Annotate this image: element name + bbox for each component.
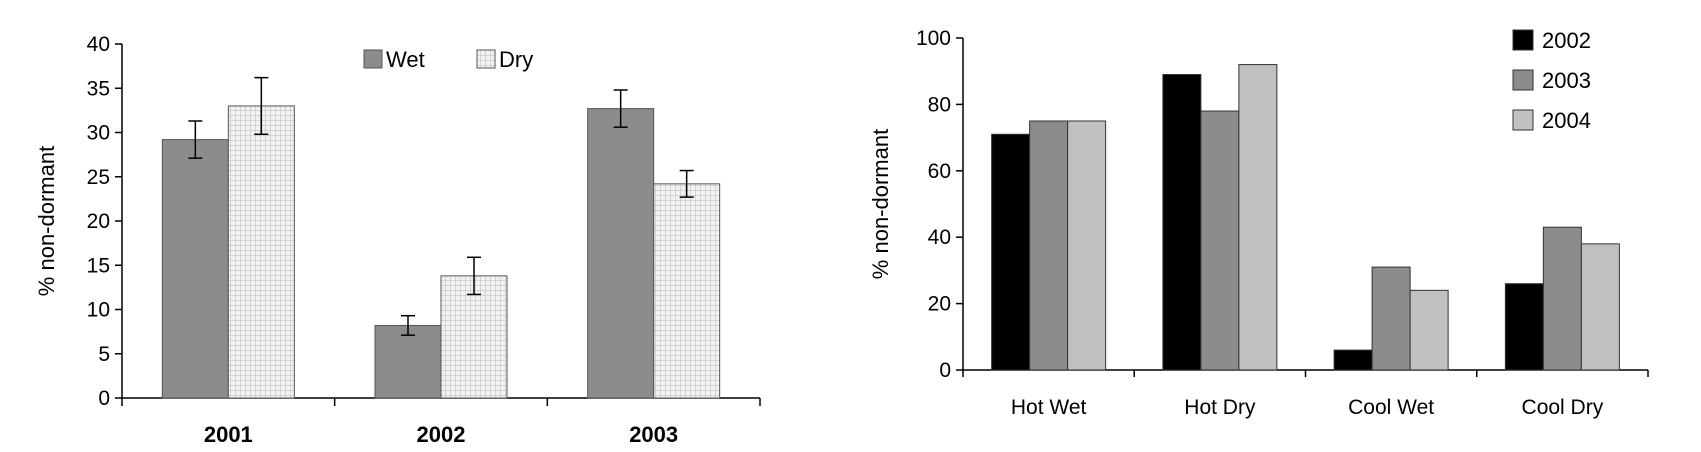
legend-swatch-2004	[1512, 109, 1534, 131]
legend-label: 2002	[1542, 28, 1591, 53]
legend-right: 2002 2003 2004	[1512, 28, 1591, 133]
y-tick-label: 10	[87, 299, 110, 322]
y-tick-label: 35	[87, 77, 110, 100]
bar-2004	[1409, 289, 1449, 371]
bar-wet	[161, 139, 229, 399]
x-category-label: Hot Dry	[1184, 396, 1256, 419]
y-tick-label: 40	[928, 226, 951, 249]
legend-swatch-2002	[1512, 29, 1534, 51]
bar-2004	[1238, 64, 1278, 371]
y-axis-label: % non-dormant	[868, 129, 893, 279]
bar-2004	[1580, 243, 1620, 371]
legend-label: Dry	[499, 47, 533, 72]
y-tick-label: 30	[87, 122, 110, 145]
y-tick-label: 60	[928, 160, 951, 183]
y-tick-label: 15	[87, 254, 110, 277]
legend-left: Wet Dry	[363, 47, 533, 72]
bar-2003	[1029, 120, 1069, 371]
y-axis-label: % non-dormant	[34, 146, 59, 296]
y-tick-label: 5	[98, 343, 110, 366]
bar-wet	[587, 108, 655, 399]
bar-dry	[653, 183, 721, 399]
bar-dry	[440, 275, 508, 399]
bar-2002	[1162, 74, 1202, 371]
legend-label: 2003	[1542, 68, 1591, 93]
legend-swatch-2003	[1512, 69, 1534, 91]
y-tick-label: 25	[87, 166, 110, 189]
x-category-label: Hot Wet	[1011, 396, 1087, 419]
x-category-label: 2002	[417, 422, 466, 447]
y-tick-label: 80	[928, 93, 951, 116]
bar-2002	[1333, 349, 1373, 371]
chart-wet-dry: 0 5 10 15 20 25 30 35 40 % non-dormant 2001 2002 200…	[34, 33, 761, 447]
bar-2002	[991, 133, 1031, 371]
x-category-label: 2003	[629, 422, 678, 447]
x-category-label: 2001	[204, 422, 253, 447]
bar-2003	[1542, 226, 1582, 371]
x-category-label: Cool Wet	[1348, 396, 1434, 419]
legend-swatch-wet	[363, 49, 383, 69]
legend-swatch-dry	[476, 49, 496, 69]
y-tick-label: 40	[87, 33, 110, 56]
legend-label: 2004	[1542, 108, 1591, 133]
y-tick-label: 100	[916, 27, 951, 50]
bar-dry	[227, 105, 295, 399]
y-tick-label: 0	[939, 359, 951, 382]
bar-2004	[1067, 120, 1107, 371]
chart-site-year: 0 20 40 60 80 100 % non-dormant Hot Wet Hot Dry C…	[868, 27, 1649, 419]
legend-label: Wet	[386, 47, 425, 72]
bar-2003	[1371, 266, 1411, 371]
y-tick-label: 0	[98, 387, 110, 410]
bar-2002	[1504, 283, 1544, 371]
y-tick-label: 20	[87, 210, 110, 233]
bar-wet	[374, 324, 442, 399]
bar-2003	[1200, 110, 1240, 371]
x-category-label: Cool Dry	[1522, 396, 1604, 419]
y-tick-label: 20	[928, 293, 951, 316]
